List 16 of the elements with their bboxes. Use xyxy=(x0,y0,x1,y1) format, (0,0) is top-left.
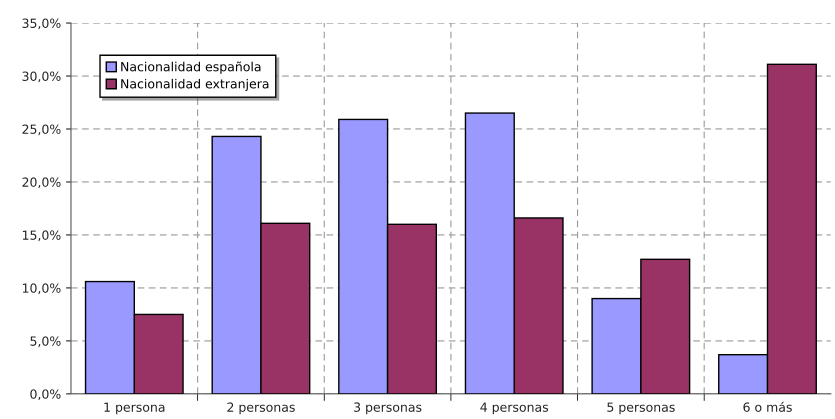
y-tick-label: 25,0% xyxy=(22,124,61,136)
legend-label: Nacionalidad extranjera xyxy=(121,78,268,91)
y-tick-label: 20,0% xyxy=(22,177,61,188)
x-tick-label: 2 personas xyxy=(227,402,295,414)
x-tick-label: 5 personas xyxy=(607,402,675,414)
y-tick-label: 10,0% xyxy=(22,283,61,294)
y-tick-label: 5,0% xyxy=(30,336,61,348)
y-tick-label: 35,0% xyxy=(22,18,61,30)
x-tick-label: 3 personas xyxy=(354,402,422,414)
legend-label: Nacionalidad española xyxy=(121,62,260,74)
y-tick-label: 0,0% xyxy=(30,389,61,400)
y-tick-label: 30,0% xyxy=(22,71,61,82)
x-tick-label: 6 o más xyxy=(743,402,792,412)
y-tick-label: 15,0% xyxy=(22,230,61,242)
x-tick-label: 1 persona xyxy=(104,402,164,414)
x-tick-label: 4 personas xyxy=(480,402,548,414)
